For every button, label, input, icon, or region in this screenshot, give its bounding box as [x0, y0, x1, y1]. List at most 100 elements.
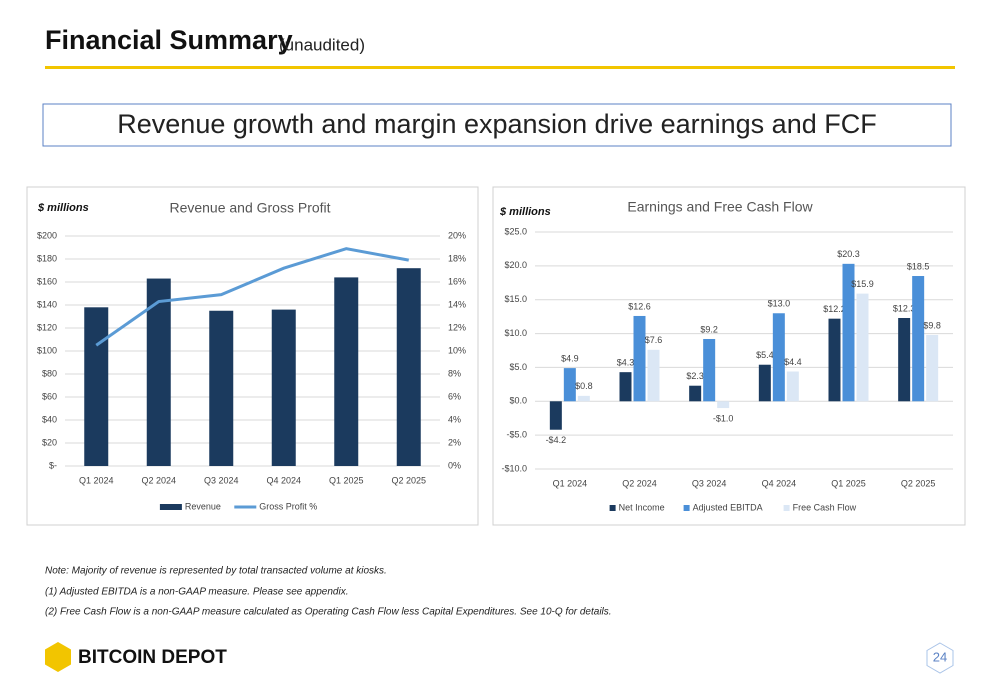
bar [396, 268, 421, 466]
slide-subtitle: (unaudited) [279, 35, 365, 54]
chart-title: Earnings and Free Cash Flow [627, 199, 813, 215]
y-tick-label: $200 [37, 230, 57, 240]
bar [912, 276, 925, 402]
y-tick-label: $25.0 [504, 226, 527, 236]
axis-label: $ millions [499, 206, 551, 218]
bar [828, 318, 841, 402]
note: (1) Adjusted EBITDA is a non-GAAP measur… [45, 587, 349, 598]
y2-tick-label: 0% [448, 460, 461, 470]
y2-tick-label: 12% [448, 322, 466, 332]
y-tick-label: $120 [37, 322, 57, 332]
logo-icon [45, 642, 71, 672]
y-tick-label: $20.0 [504, 260, 527, 270]
logo-text: BITCOIN DEPOT [78, 647, 227, 668]
y2-tick-label: 18% [448, 253, 466, 263]
y-tick-label: $15.0 [504, 294, 527, 304]
y-tick-label: -$10.0 [501, 463, 527, 473]
x-tick-label: Q3 2024 [204, 475, 239, 485]
x-tick-label: Q4 2024 [266, 475, 301, 485]
bar [271, 309, 296, 466]
y-tick-label: $40 [42, 414, 57, 424]
bar [703, 338, 716, 402]
legend-swatch [683, 505, 690, 511]
axis-label: $ millions [37, 202, 89, 214]
bar [549, 401, 562, 430]
data-label: $7.6 [645, 335, 663, 345]
note: (2) Free Cash Flow is a non-GAAP measure… [45, 607, 612, 618]
bar [842, 263, 855, 402]
data-label: $12.3 [893, 303, 916, 313]
bar [786, 371, 799, 402]
y-tick-label: -$5.0 [506, 430, 527, 440]
headline: Revenue growth and margin expansion driv… [117, 109, 876, 139]
bar [146, 278, 171, 466]
slide-title: Financial Summary [45, 25, 293, 55]
y2-tick-label: 8% [448, 368, 461, 378]
data-label: $2.3 [686, 371, 704, 381]
x-tick-label: Q4 2024 [762, 478, 797, 488]
x-tick-label: Q2 2024 [622, 478, 657, 488]
bar [717, 401, 730, 409]
y2-tick-label: 16% [448, 276, 466, 286]
x-tick-label: Q2 2024 [141, 475, 176, 485]
bar [334, 277, 359, 466]
page-number: 24 [933, 649, 947, 664]
y-tick-label: $20 [42, 437, 57, 447]
data-label: $4.4 [784, 357, 802, 367]
legend-label: Free Cash Flow [793, 502, 857, 512]
y2-tick-label: 10% [448, 345, 466, 355]
bar [758, 364, 771, 402]
bar [772, 313, 785, 402]
bar [898, 317, 911, 402]
bar [619, 372, 632, 402]
x-tick-label: Q3 2024 [692, 478, 727, 488]
data-label: $18.5 [907, 261, 930, 271]
y-tick-label: $100 [37, 345, 57, 355]
legend-label: Net Income [619, 502, 665, 512]
bar [577, 395, 590, 402]
data-label: $4.9 [561, 353, 579, 363]
bar [647, 349, 660, 402]
data-label: $9.8 [923, 320, 941, 330]
data-label: $12.2 [823, 304, 846, 314]
data-label: $0.8 [575, 381, 593, 391]
x-tick-label: Q1 2024 [553, 478, 588, 488]
bar [209, 310, 234, 466]
y2-tick-label: 6% [448, 391, 461, 401]
y2-tick-label: 2% [448, 437, 461, 447]
data-label: -$1.0 [713, 413, 734, 423]
y-tick-label: $10.0 [504, 328, 527, 338]
y-tick-label: $5.0 [509, 362, 527, 372]
legend-swatch [159, 504, 182, 510]
legend-label: Adjusted EBITDA [693, 502, 763, 512]
x-tick-label: Q1 2025 [831, 478, 866, 488]
y-tick-label: $140 [37, 299, 57, 309]
note: Note: Majority of revenue is represented… [45, 566, 387, 577]
legend-label: Gross Profit % [259, 501, 317, 511]
data-label: $20.3 [837, 249, 860, 259]
y2-tick-label: 20% [448, 230, 466, 240]
y2-tick-label: 4% [448, 414, 461, 424]
x-tick-label: Q1 2024 [79, 475, 114, 485]
x-tick-label: Q2 2025 [391, 475, 426, 485]
bar [926, 334, 939, 402]
page-badge [926, 642, 954, 674]
line-series [95, 247, 410, 347]
bar [856, 293, 869, 402]
y-tick-label: $- [49, 460, 57, 470]
y2-tick-label: 14% [448, 299, 466, 309]
data-label: $15.9 [851, 279, 874, 289]
y-tick-label: $80 [42, 368, 57, 378]
legend-label: Revenue [185, 501, 221, 511]
data-label: -$4.2 [546, 435, 567, 445]
y-tick-label: $180 [37, 253, 57, 263]
chart-title: Revenue and Gross Profit [169, 200, 330, 216]
x-tick-label: Q1 2025 [329, 475, 364, 485]
y-tick-label: $160 [37, 276, 57, 286]
title-rule [45, 66, 955, 69]
y-tick-label: $60 [42, 391, 57, 401]
y-tick-label: $0.0 [509, 396, 527, 406]
data-label: $9.2 [700, 324, 718, 334]
data-label: $12.6 [628, 301, 651, 311]
headline-box [42, 103, 952, 147]
